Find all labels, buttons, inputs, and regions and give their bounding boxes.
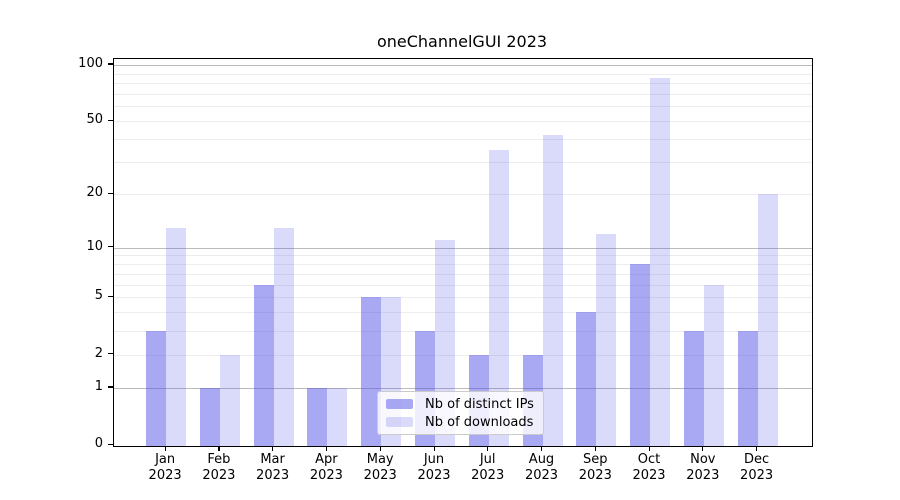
bar-downloads [650, 78, 670, 446]
bar-distinct-ips [576, 312, 597, 446]
legend-label-distinct-ips: Nb of distinct IPs [425, 396, 534, 412]
bar-downloads [327, 387, 348, 446]
gridline-minor [114, 297, 812, 299]
x-tick-label: Aug 2023 [524, 452, 559, 483]
gridline-minor [114, 139, 812, 141]
bar-downloads [596, 233, 617, 446]
gridline-minor [114, 284, 812, 286]
gridline-minor [114, 162, 812, 164]
y-tick-label: 50 [86, 112, 103, 128]
chart-title: oneChannelGUI 2023 [376, 32, 548, 51]
y-tick-label: 1 [94, 378, 103, 394]
gridline-major [114, 64, 812, 66]
y-tick-label: 10 [86, 238, 103, 254]
legend-swatch-downloads [386, 417, 413, 427]
bar-downloads [757, 194, 778, 446]
y-tick-label: 100 [78, 55, 103, 71]
bar-downloads [542, 135, 563, 446]
bar-distinct-ips [199, 387, 220, 446]
bar-downloads [219, 354, 240, 446]
y-tick-label: 20 [86, 185, 103, 201]
legend: Nb of distinct IPs Nb of downloads [377, 391, 544, 435]
bar-distinct-ips [146, 330, 167, 446]
y-tick-label: 2 [94, 345, 103, 361]
x-tick-label: Sep 2023 [578, 452, 612, 483]
x-tick-label: Jan 2023 [148, 452, 182, 483]
gridline-minor [114, 93, 812, 95]
gridline-major [114, 247, 812, 249]
gridline-major [114, 387, 812, 389]
plot-area [113, 58, 813, 447]
bar-distinct-ips [683, 330, 704, 446]
legend-item-downloads: Nb of downloads [386, 415, 535, 430]
bar-distinct-ips [361, 297, 382, 446]
gridline-minor [114, 83, 812, 85]
x-tick-label: Jun 2023 [417, 452, 451, 483]
gridline-minor [114, 312, 812, 314]
legend-item-distinct-ips: Nb of distinct IPs [386, 397, 535, 412]
x-tick-label: Feb 2023 [202, 452, 236, 483]
x-tick-label: Dec 2023 [740, 452, 774, 483]
x-tick-label: Jul 2023 [471, 452, 505, 483]
gridline-minor [114, 73, 812, 75]
x-tick-label: Oct 2023 [632, 452, 666, 483]
gridline-minor [114, 330, 812, 332]
bar-distinct-ips [307, 387, 328, 446]
gridline-minor [114, 264, 812, 265]
bar-distinct-ips [737, 330, 758, 446]
bar-downloads [488, 149, 509, 446]
gridline-minor [114, 273, 812, 275]
x-tick-label: Nov 2023 [686, 452, 720, 483]
legend-swatch-distinct-ips [386, 399, 413, 409]
gridline-minor [114, 194, 812, 196]
y-tick-label: 0 [94, 436, 103, 451]
gridline-minor [114, 255, 812, 257]
bar-downloads [273, 227, 294, 446]
bar-downloads [166, 227, 187, 446]
bar-distinct-ips [253, 284, 274, 446]
x-tick-label: May 2023 [363, 452, 397, 483]
legend-label-downloads: Nb of downloads [425, 414, 534, 430]
x-tick-label: Mar 2023 [256, 452, 290, 483]
gridline-minor [114, 121, 812, 123]
x-tick-label: Apr 2023 [309, 452, 343, 483]
gridline-minor [114, 354, 812, 356]
gridline-minor [114, 106, 812, 108]
y-tick-label: 5 [94, 288, 103, 304]
bar-distinct-ips [630, 264, 650, 446]
bar-downloads [703, 284, 724, 446]
